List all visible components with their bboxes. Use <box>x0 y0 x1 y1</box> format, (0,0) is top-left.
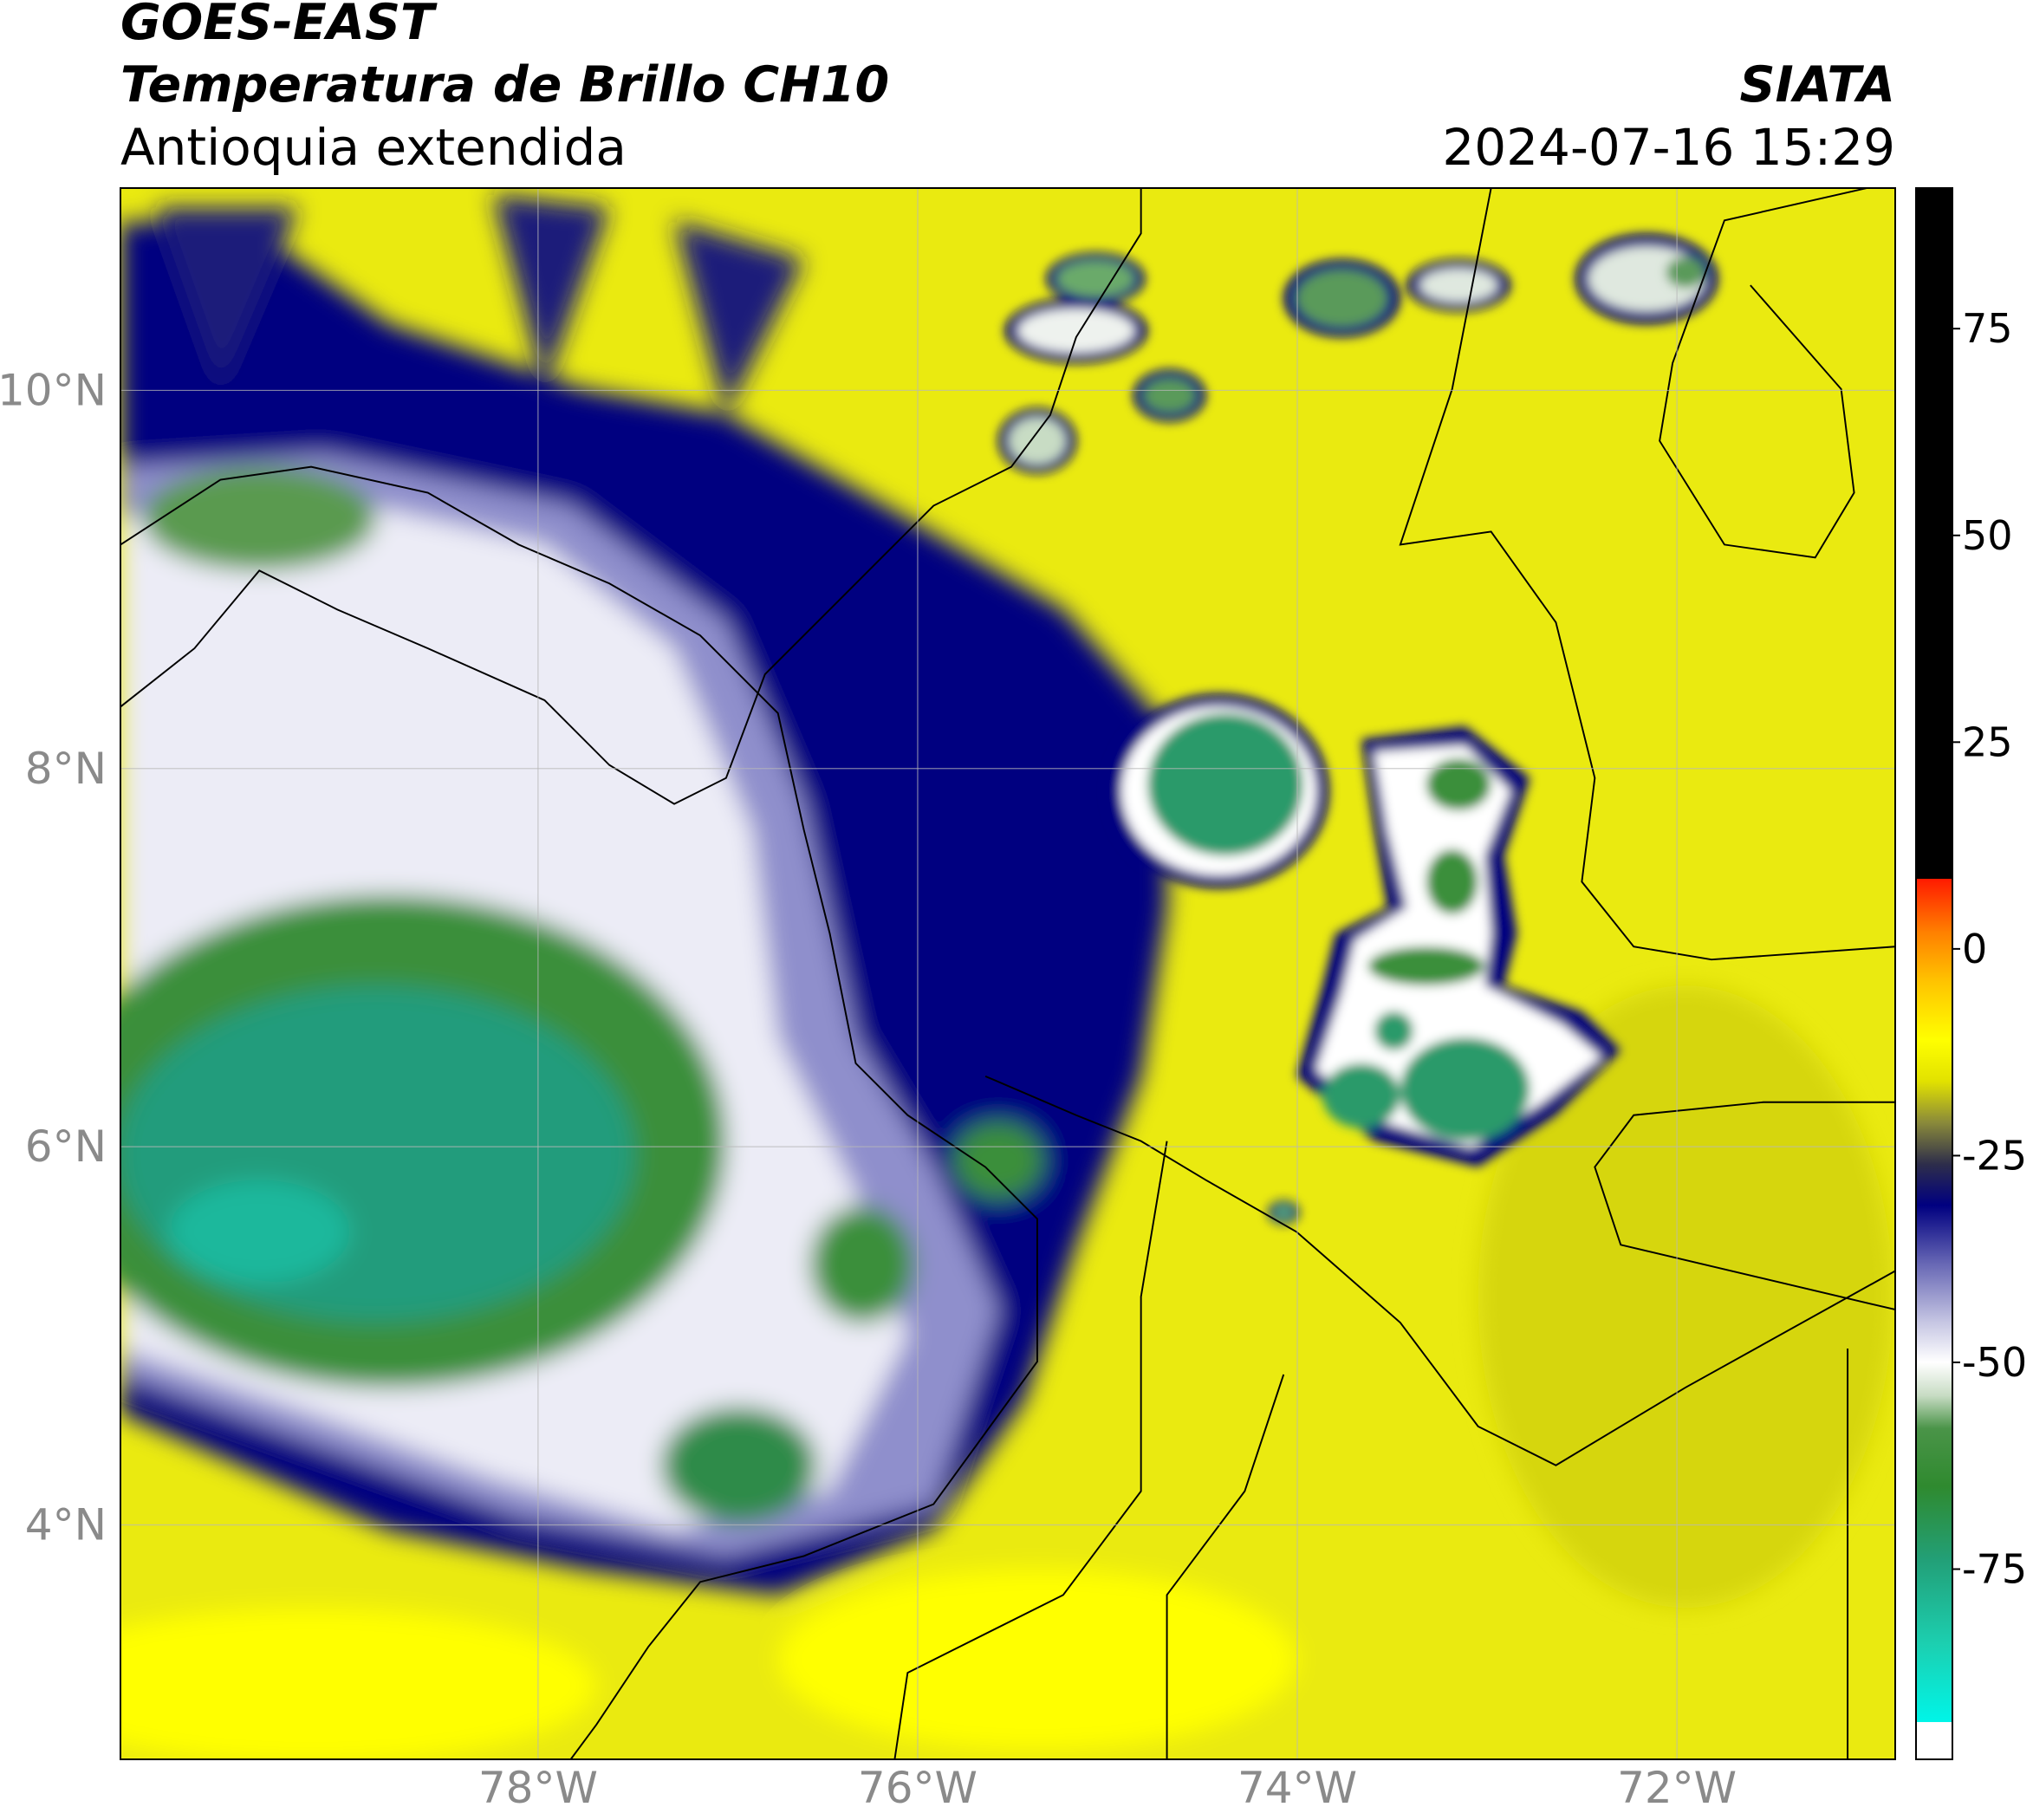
colorbar-tick-label: 0 <box>1962 926 1987 972</box>
x-tick-label: 78°W <box>478 1763 598 1813</box>
colorbar-tick-label: -50 <box>1962 1339 2027 1386</box>
x-tick-label: 76°W <box>858 1763 978 1813</box>
source-label: SIATA <box>1740 56 1896 114</box>
colorbar-tick-label: 50 <box>1962 512 2013 559</box>
x-tick-label: 74°W <box>1237 1763 1357 1813</box>
region-label: Antioquia extendida <box>120 118 627 177</box>
grid <box>120 188 1895 1759</box>
title: GOES-EAST <box>120 0 438 51</box>
x-tick-label: 72°W <box>1617 1763 1737 1813</box>
map-frame <box>120 187 1896 1760</box>
y-tick-label: 10°N <box>0 365 107 415</box>
cloud-field <box>120 188 1895 1759</box>
colorbar-tick-label: 25 <box>1962 718 2013 765</box>
datetime-label: 2024-07-16 15:29 <box>1442 118 1895 177</box>
subtitle: Temperatura de Brillo CH10 <box>120 56 889 114</box>
colorbar-tick-label: -75 <box>1962 1546 2027 1593</box>
satellite-image <box>120 188 1895 1759</box>
colorbar-tick-label: 75 <box>1962 305 2013 352</box>
colorbar-tick-label: -25 <box>1962 1132 2027 1179</box>
y-tick-label: 6°N <box>25 1121 107 1172</box>
borders <box>120 188 1895 1759</box>
colorbar <box>1915 187 1953 1760</box>
y-tick-label: 4°N <box>25 1499 107 1550</box>
y-tick-label: 8°N <box>25 744 107 794</box>
